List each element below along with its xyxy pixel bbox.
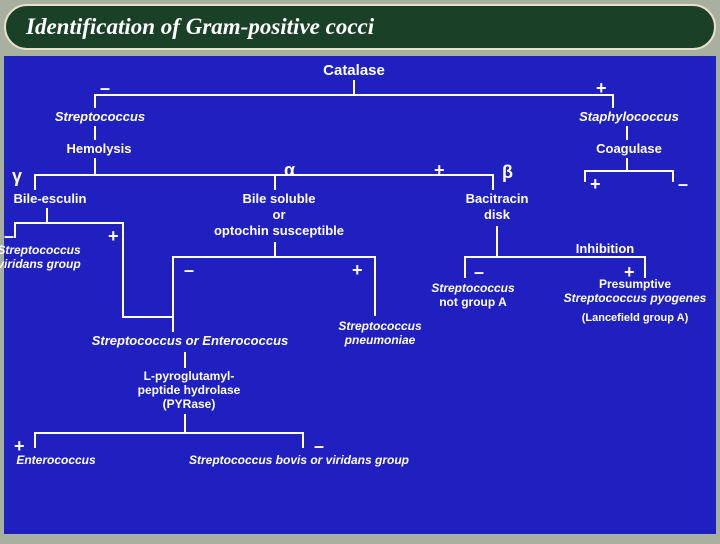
edge: [94, 126, 96, 140]
sym-alpha: α: [284, 160, 295, 181]
edge: [94, 158, 96, 174]
edge: [464, 256, 466, 278]
edge: [492, 174, 494, 190]
edge: [672, 170, 674, 182]
sign-minus: –: [474, 262, 484, 283]
node-coagulase: Coagulase: [584, 142, 674, 157]
node-pyr1: L-pyroglutamyl-: [124, 370, 254, 384]
sign-plus: +: [434, 160, 445, 181]
edge: [34, 432, 36, 448]
sign-plus: +: [590, 174, 601, 195]
edge: [94, 94, 614, 96]
edge: [172, 316, 174, 332]
sign-plus: +: [108, 226, 119, 247]
edge: [122, 222, 124, 316]
edge: [522, 256, 646, 258]
edge: [626, 126, 628, 140]
sign-minus: –: [184, 260, 194, 281]
node-pneu1: Streptococcus: [320, 320, 440, 334]
node-notA1: Streptococcus: [418, 282, 528, 296]
node-viridans2: viridans group: [0, 258, 94, 272]
edge: [184, 414, 186, 432]
edge: [374, 256, 376, 316]
node-entero: Enterococcus: [0, 454, 116, 468]
edge: [172, 256, 376, 258]
sign-plus: +: [596, 78, 607, 99]
sign-minus: –: [678, 174, 688, 195]
edge: [496, 226, 498, 256]
edge: [14, 222, 16, 238]
node-bile-sol2: or: [204, 208, 354, 223]
node-hemolysis: Hemolysis: [54, 142, 144, 157]
edge: [34, 174, 494, 176]
flowchart: Catalase – + Streptococcus Staphylococcu…: [4, 56, 716, 534]
sym-beta: β: [502, 162, 513, 183]
node-pres3: (Lancefield group A): [560, 312, 710, 325]
node-bacitracin2: disk: [452, 208, 542, 223]
node-pyr2: peptide hydrolase: [124, 384, 254, 398]
edge: [184, 352, 186, 368]
edge: [612, 94, 614, 108]
node-catalase: Catalase: [304, 62, 404, 79]
node-bile-esculin: Bile-esculin: [0, 192, 100, 207]
edge: [94, 94, 96, 108]
edge: [584, 170, 586, 182]
node-staph: Staphylococcus: [564, 110, 694, 125]
node-bovis: Streptococcus bovis or viridans group: [174, 454, 424, 468]
node-strep: Streptococcus: [40, 110, 160, 125]
node-bacitracin1: Bacitracin: [452, 192, 542, 207]
edge: [122, 316, 174, 318]
node-bile-sol1: Bile soluble: [204, 192, 354, 207]
edge: [172, 256, 174, 316]
node-pyr3: (PYRase): [124, 398, 254, 412]
node-pres2: Streptococcus pyogenes: [560, 292, 710, 306]
node-viridans1: Streptococcus: [0, 244, 94, 258]
edge: [302, 432, 304, 448]
edge: [464, 256, 524, 258]
node-inhibition: Inhibition: [560, 242, 650, 257]
edge: [34, 174, 36, 190]
title-banner: Identification of Gram-positive cocci: [4, 4, 716, 50]
sign-minus: –: [100, 78, 110, 99]
edge: [353, 80, 355, 94]
edge: [46, 208, 48, 222]
node-pres1: Presumptive: [560, 278, 710, 292]
node-bile-sol3: optochin susceptible: [204, 224, 354, 239]
edge: [14, 222, 124, 224]
sign-plus: +: [352, 260, 363, 281]
sym-gamma: γ: [12, 166, 22, 187]
edge: [644, 256, 646, 278]
node-pneu2: pneumoniae: [320, 334, 440, 348]
edge: [584, 170, 674, 172]
edge: [274, 174, 276, 190]
edge: [274, 242, 276, 256]
page-title: Identification of Gram-positive cocci: [26, 14, 374, 40]
edge: [626, 158, 628, 170]
edge: [34, 432, 304, 434]
node-notA2: not group A: [418, 296, 528, 310]
node-strep-entero: Streptococcus or Enterococcus: [80, 334, 300, 349]
